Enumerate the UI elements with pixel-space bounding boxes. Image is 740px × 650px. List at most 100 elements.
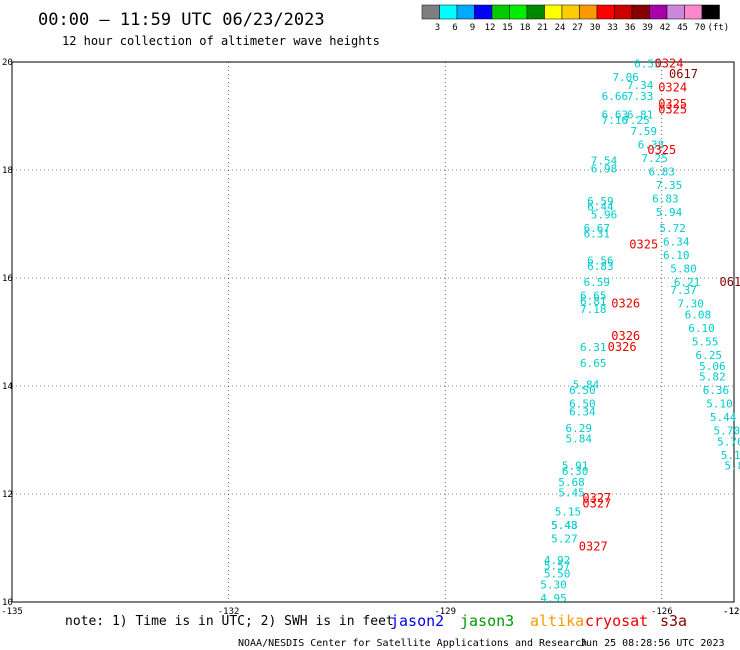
- x-tick-label: -129: [434, 607, 456, 617]
- wave-height-value: 7.34: [627, 79, 654, 92]
- wave-height-value: 7.30: [677, 298, 704, 311]
- colorbar-label: 6: [452, 23, 457, 33]
- wave-height-value: 6.38: [638, 138, 665, 151]
- wave-height-value: 7.16: [602, 114, 629, 127]
- colorbar-unit: (ft): [708, 23, 730, 33]
- colorbar-swatch: [474, 4, 493, 20]
- wave-height-value: 5.48: [551, 519, 578, 532]
- colorbar-label: 36: [625, 23, 636, 33]
- wave-height-value: 6.59: [584, 276, 611, 289]
- y-tick-label: 18: [2, 166, 13, 176]
- wave-height-value: 6.08: [685, 309, 712, 322]
- y-tick-label: 16: [2, 274, 13, 284]
- wave-height-value: 7.35: [656, 179, 683, 192]
- wave-height-value: 6.56: [587, 255, 614, 268]
- wave-height-value: 5.44: [710, 411, 737, 424]
- wave-height-value: 7.33: [627, 90, 654, 103]
- colorbar-swatch: [544, 4, 563, 20]
- wave-height-value: 7.25: [641, 152, 668, 165]
- plot-area: -135 -132 -129 -126 -123-120 10 12 14 16 18 20 6.5…: [1, 56, 740, 617]
- colorbar-swatch: [684, 4, 703, 20]
- wave-height-value: 6.50: [569, 398, 596, 411]
- wave-height-value: 5.94: [656, 206, 683, 219]
- wave-height-value: 6.10: [688, 322, 715, 335]
- wave-height-value: 5.91: [562, 460, 589, 473]
- y-tick-label: 12: [2, 490, 13, 500]
- colorbar-swatch: [649, 4, 668, 20]
- wave-height-value: 6.36: [703, 384, 730, 397]
- wave-height-value: 5.55: [692, 336, 719, 349]
- y-tick-label: 10: [2, 598, 13, 608]
- wave-height-value: 6.98: [591, 163, 618, 176]
- colorbar-label: 39: [642, 23, 653, 33]
- colorbar-swatch: [614, 4, 633, 20]
- wave-height-value: 5.72: [659, 222, 686, 235]
- wave-height-value: 6.83: [649, 165, 676, 178]
- wave-height-value: 5.57: [544, 560, 571, 573]
- footer-note: note: 1) Time is in UTC; 2) SWH is in fe…: [65, 614, 394, 629]
- wave-height-value: 5.82: [699, 371, 726, 384]
- pass-time-label: 0327: [582, 497, 611, 511]
- wave-height-value: 6.83: [652, 192, 679, 205]
- colorbar-legend: 3 6 9 12 15 18 21 24 27 30 33 36 39 42 45 70 (ft): [421, 4, 730, 33]
- wave-height-value: 4.92: [544, 554, 571, 567]
- footer-timestamp: Jun 25 08:28:56 UTC 2023: [580, 638, 725, 649]
- colorbar-swatch: [666, 4, 685, 20]
- pass-time-label: 0325: [629, 237, 658, 251]
- colorbar-label: 30: [590, 23, 601, 33]
- axis-ticks: -135 -132 -129 -126 -123-120 10 12 14 16 18 20: [1, 58, 740, 617]
- wave-height-value: 6.50: [569, 384, 596, 397]
- wave-height-value: 5.27: [551, 533, 578, 546]
- colorbar-label: 45: [677, 23, 688, 33]
- wave-height-value: 6.29: [566, 422, 593, 435]
- pass-time-label: 0327: [579, 540, 608, 554]
- pass-time-label: 0616: [720, 275, 740, 289]
- wave-height-value: 5.76: [717, 435, 740, 448]
- y-tick-label: 14: [2, 382, 13, 392]
- colorbar-label: 9: [470, 23, 475, 33]
- wave-height-value: 6.44: [587, 201, 614, 214]
- satellite-label: jason2: [390, 612, 444, 630]
- wave-height-values: 6.557.067.346.667.336.636.817.167.257.59…: [540, 57, 740, 605]
- colorbar-swatch: [526, 4, 545, 20]
- grid-lines: [12, 62, 734, 602]
- wave-height-value: 6.34: [569, 406, 596, 419]
- colorbar-swatch: [631, 4, 650, 20]
- satellite-label: jason3: [460, 612, 514, 630]
- wave-height-value: 6.81: [580, 295, 607, 308]
- footer-credit: NOAA/NESDIS Center for Satellite Applica…: [238, 638, 587, 649]
- wave-height-value: 6.65: [580, 290, 607, 303]
- wave-height-value: 7.18: [580, 303, 607, 316]
- colorbar-label: 12: [485, 23, 496, 33]
- wave-height-value: 5.30: [540, 579, 567, 592]
- pass-time-label: 0325: [647, 143, 676, 157]
- wave-height-value: 6.34: [663, 236, 690, 249]
- wave-height-value: 5.68: [558, 476, 585, 489]
- wave-height-value: 7.54: [591, 155, 618, 168]
- chart-subtitle: 12 hour collection of altimeter wave hei…: [62, 34, 380, 48]
- wave-height-value: 7.25: [623, 114, 650, 127]
- x-tick-label: -132: [218, 607, 240, 617]
- x-tick-label: -126: [651, 607, 673, 617]
- pass-time-label: 0325: [658, 102, 687, 116]
- wave-height-value: 6.10: [663, 249, 690, 262]
- pass-time-labels: 0324061703240325032503250325061603260326…: [579, 56, 740, 554]
- wave-height-value: 6.31: [584, 228, 611, 241]
- wave-height-value: 4.95: [540, 592, 567, 605]
- wave-height-value: 5.10: [706, 398, 733, 411]
- plot-frame: [11, 61, 735, 603]
- chart-title: 00:00 — 11:59 UTC 06/23/2023: [38, 10, 325, 30]
- wave-height-value: 6.83: [587, 260, 614, 273]
- wave-height-value: 6.31: [580, 341, 607, 354]
- wave-height-value: 5.43: [551, 519, 578, 532]
- wave-height-value: 5.80: [670, 263, 697, 276]
- colorbar-swatch: [421, 4, 440, 20]
- satellite-label: cryosat: [585, 612, 648, 630]
- wave-height-value: 6.30: [562, 465, 589, 478]
- wave-height-value: 5.50: [544, 568, 571, 581]
- colorbar-label: 21: [537, 23, 548, 33]
- wave-height-value: 5.06: [699, 360, 726, 373]
- wave-height-value: 5.86: [724, 460, 740, 473]
- wave-height-value: 6.81: [627, 109, 654, 122]
- wave-height-value: 6.63: [602, 109, 629, 122]
